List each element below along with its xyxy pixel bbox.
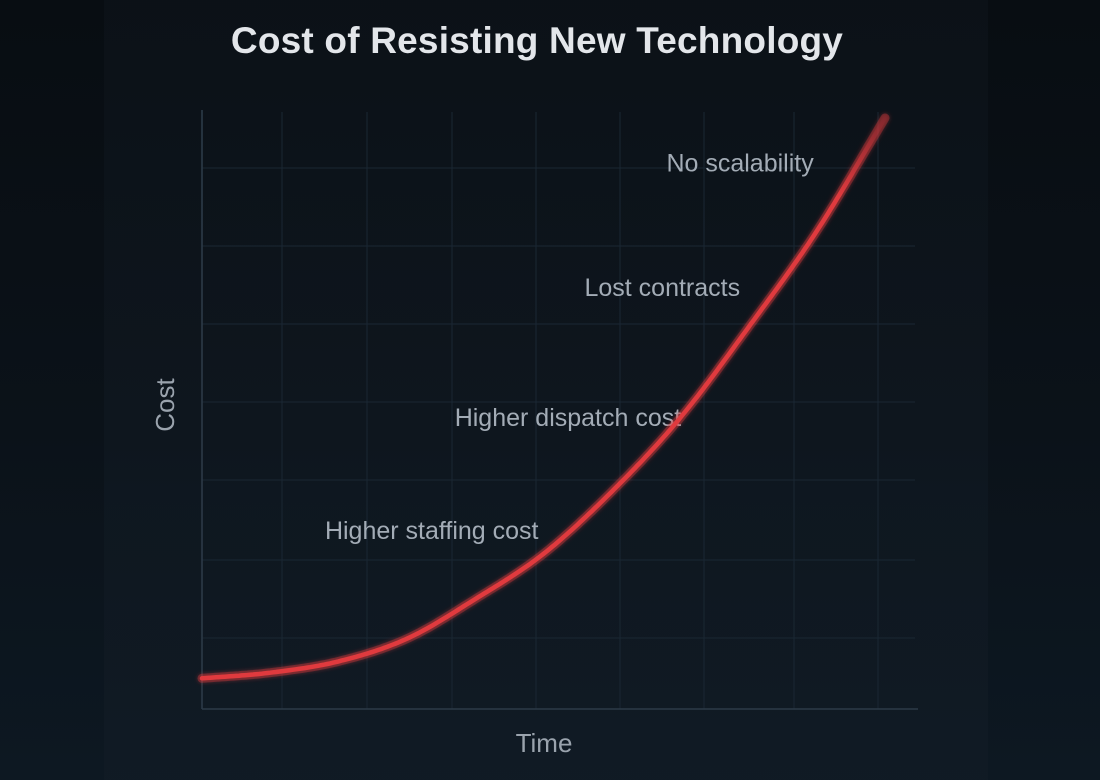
grid bbox=[202, 112, 915, 709]
series bbox=[197, 113, 890, 683]
annotation-label: No scalability bbox=[666, 149, 814, 177]
annotation-label: Higher staffing cost bbox=[325, 517, 539, 545]
axes bbox=[201, 110, 918, 710]
series-line-glow bbox=[197, 113, 890, 683]
annotations: No scalability Lost contracts Higher dispa… bbox=[325, 149, 814, 545]
x-axis-label: Time bbox=[516, 728, 573, 758]
y-axis-label: Cost bbox=[150, 377, 180, 431]
series-line bbox=[199, 115, 888, 681]
chart-panel bbox=[104, 0, 988, 780]
annotation-label: Higher dispatch cost bbox=[455, 404, 682, 432]
annotation-label: Lost contracts bbox=[584, 274, 740, 302]
chart-title: Cost of Resisting New Technology bbox=[230, 20, 844, 61]
